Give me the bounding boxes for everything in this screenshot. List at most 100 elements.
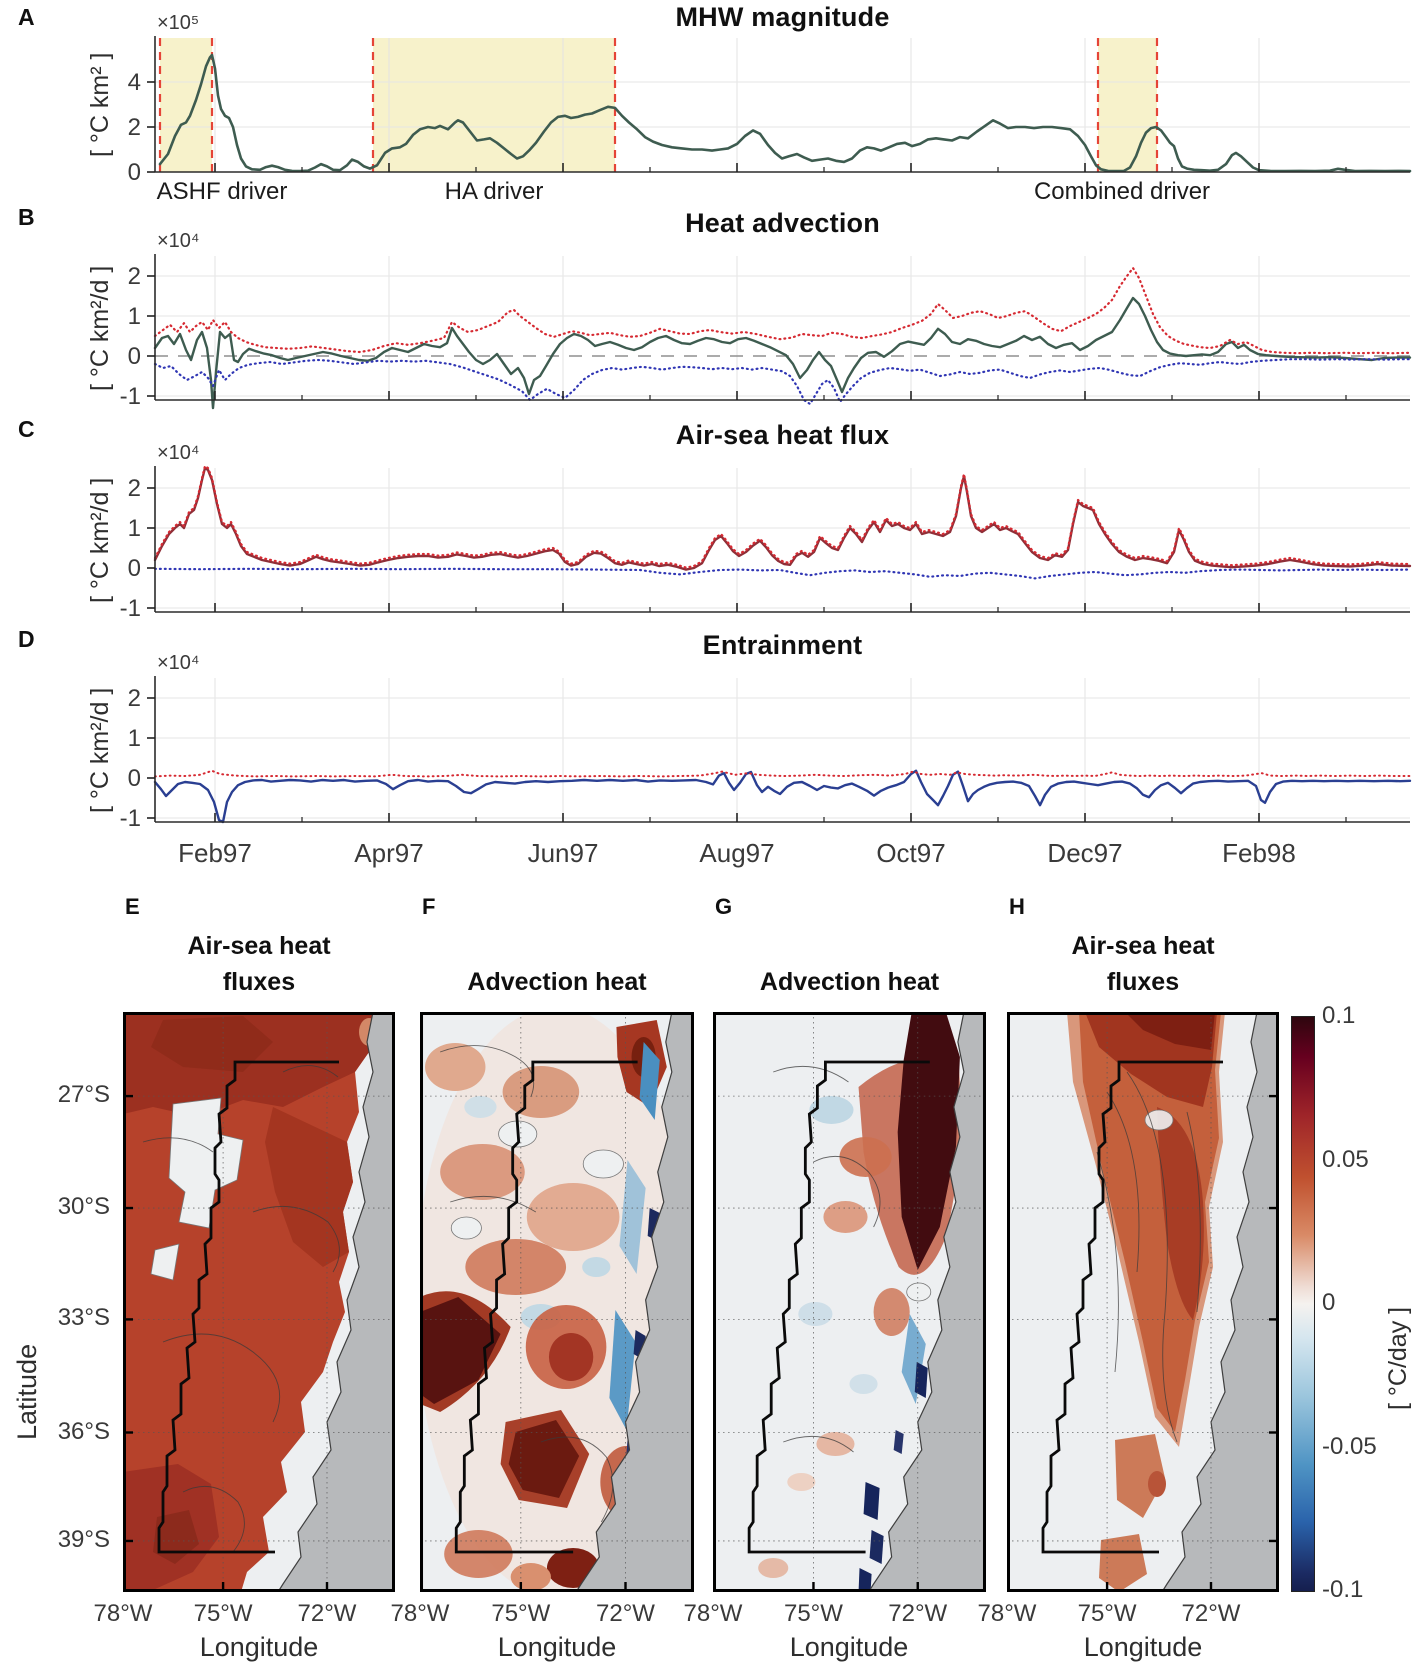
longitude-label-h: Longitude <box>1083 1632 1203 1662</box>
field-blob <box>1144 1109 1174 1131</box>
coastline <box>277 1012 374 1592</box>
panel-letter-b: B <box>18 204 35 230</box>
series-negative-air-sea-heat-flux <box>153 567 1412 580</box>
field-blob <box>151 1016 273 1072</box>
y-tick-label: 0 <box>128 555 141 582</box>
x-tick-label: Feb97 <box>178 838 252 868</box>
contour-line <box>1186 1111 1201 1313</box>
lat-tick-label: 27°S <box>57 1081 110 1109</box>
series-net-heat-advection <box>153 296 1412 410</box>
mhw-region-outline <box>454 1060 638 1554</box>
longitude-label-g: Longitude <box>789 1632 909 1662</box>
y-tick-label: -1 <box>120 595 141 622</box>
y-tick-label: 2 <box>128 263 141 290</box>
colorbar-tick-label: -0.1 <box>1322 1576 1364 1603</box>
colorbar-tick-label: 0 <box>1322 1289 1336 1316</box>
field-blob <box>526 1183 620 1251</box>
contour-line <box>439 1045 535 1098</box>
y-tick-label: 1 <box>128 303 141 330</box>
series-entrainment <box>153 769 1412 824</box>
map-title-g-line2: Advection heat <box>759 968 940 996</box>
field-blob <box>1099 1534 1147 1592</box>
panel-title-b: Heat advection <box>685 208 880 238</box>
highlight-band <box>373 38 615 172</box>
map-letter-e: E <box>125 894 140 919</box>
map-panel-f <box>420 1012 694 1592</box>
map-title-e-line2: fluxes <box>222 968 296 996</box>
field-blob <box>897 1012 960 1270</box>
panel-letter-c: C <box>18 416 35 442</box>
x-tick-label: Oct97 <box>876 838 945 868</box>
contour-line <box>773 1065 849 1083</box>
coastline <box>868 1012 965 1592</box>
lon-tick-label: 75°W <box>491 1600 551 1627</box>
exponent-b: ×10⁴ <box>157 230 200 252</box>
longitude-label-e: Longitude <box>199 1632 319 1662</box>
contour-line <box>540 1436 614 1523</box>
contour-line <box>1126 1071 1178 1443</box>
map-title-h-line1: Air-sea heat <box>1071 932 1215 960</box>
ylabel-d: [ °C km²/d ] <box>86 687 114 813</box>
y-tick-label: 0 <box>128 159 141 186</box>
field-blob <box>440 1144 525 1200</box>
y-tick-label: 2 <box>128 475 141 502</box>
field-blob <box>758 1558 789 1578</box>
series-MHW-magnitude <box>158 53 1412 173</box>
y-tick-label: 1 <box>128 725 141 752</box>
field-blob <box>265 1107 353 1267</box>
field-blob <box>465 1239 567 1295</box>
field-blob <box>787 1473 816 1491</box>
panel-title-a: MHW magnitude <box>675 2 890 32</box>
field-blob <box>150 1243 180 1281</box>
lon-tick-label: 72°W <box>297 1600 357 1627</box>
map-panel-e <box>123 1012 395 1592</box>
field-blob <box>823 1201 868 1233</box>
map-title-f-line2: Advection heat <box>467 968 647 996</box>
band-label-combined: Combined driver <box>1033 178 1211 205</box>
lat-tick-label: 39°S <box>57 1525 110 1553</box>
field-blob <box>1157 1107 1204 1320</box>
field-blob <box>858 1568 872 1592</box>
lon-tick-label: 78°W <box>93 1600 153 1627</box>
contour-line <box>182 1485 245 1553</box>
y-tick-label: 1 <box>128 515 141 542</box>
field-blob <box>639 1042 660 1120</box>
field-blob <box>609 1310 636 1430</box>
series-negative-advection <box>153 358 1412 406</box>
land-polygon <box>1162 1012 1279 1592</box>
field-blob <box>425 1043 486 1091</box>
field-blob <box>1125 1012 1215 1050</box>
field-blob <box>816 1432 855 1456</box>
y-tick-label: -1 <box>120 805 141 832</box>
contour-line <box>783 1435 854 1453</box>
series-positive-entrainment <box>154 769 1411 778</box>
panel-letter-a: A <box>18 4 35 30</box>
field-blob <box>1115 1434 1165 1518</box>
ylabel-c: [ °C km²/d ] <box>86 477 114 603</box>
lon-tick-label: 78°W <box>977 1600 1037 1627</box>
coastline <box>1161 1012 1258 1592</box>
series-positive-air-sea-heat-flux <box>153 464 1412 569</box>
field-blob <box>582 1149 624 1179</box>
exponent-a: ×10⁵ <box>157 12 200 34</box>
contour-line <box>1096 1151 1119 1373</box>
y-tick-label: 2 <box>128 114 141 141</box>
map-panel-h <box>1007 1012 1279 1592</box>
contour-line <box>1106 1091 1140 1273</box>
map-border <box>123 1012 395 1592</box>
field-blob <box>873 1288 910 1336</box>
lat-tick-label: 30°S <box>57 1193 110 1221</box>
lon-tick-label: 78°W <box>683 1600 743 1627</box>
x-tick-label: Dec97 <box>1047 838 1122 868</box>
land-polygon <box>576 1012 694 1592</box>
lat-tick-label: 36°S <box>57 1417 110 1445</box>
series-air-sea-heat-flux <box>153 466 1412 571</box>
contour-line <box>252 1205 340 1273</box>
band-label-ha: HA driver <box>444 178 544 205</box>
field-blob <box>901 1314 926 1404</box>
field-blob <box>1148 1471 1166 1497</box>
panel-letter-d: D <box>18 626 35 652</box>
panel-title-d: Entrainment <box>702 630 863 660</box>
y-tick-label: 2 <box>128 685 141 712</box>
mhw-region-outline <box>1041 1060 1223 1554</box>
